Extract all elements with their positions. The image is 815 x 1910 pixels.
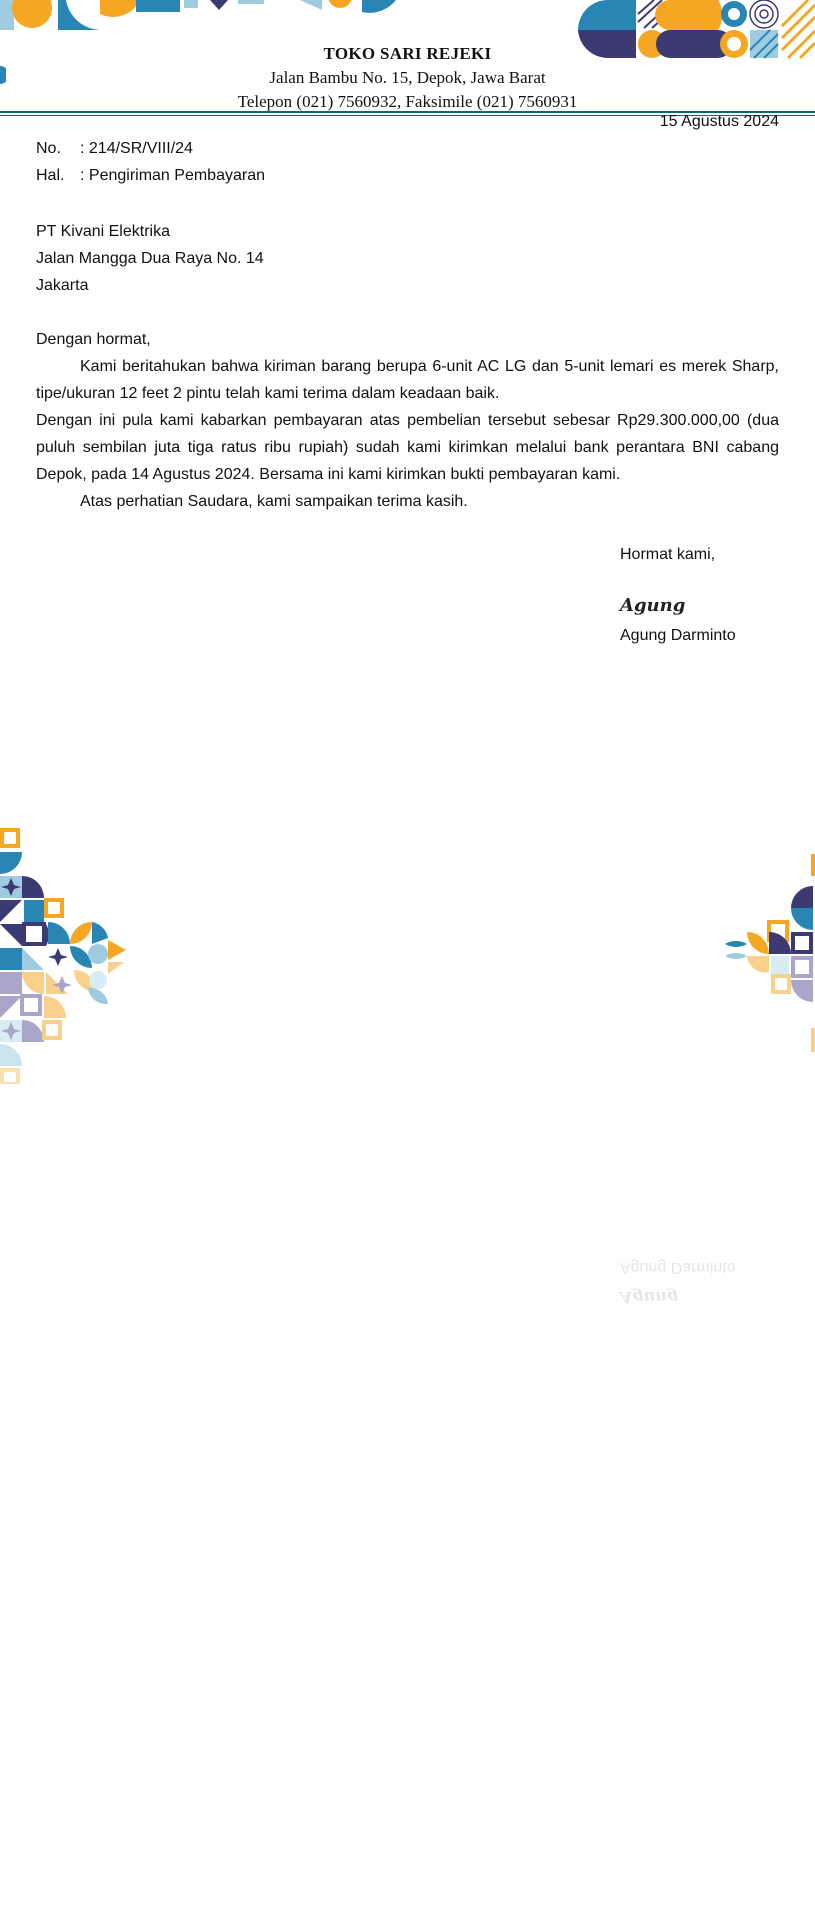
- letter-subject: Hal. : Pengiriman Pembayaran: [36, 167, 265, 185]
- number-label: No.: [36, 140, 61, 157]
- subject-value: : Pengiriman Pembayaran: [80, 167, 265, 184]
- recipient-name: PT Kivani Elektrika: [36, 223, 170, 240]
- recipient-street: Jalan Mangga Dua Raya No. 14: [36, 250, 264, 267]
- letter-date: 15 Agustus 2024: [659, 113, 779, 130]
- side-decoration-right: [725, 852, 815, 1062]
- signature: Agung: [620, 595, 686, 616]
- paragraph-3: Atas perhatian Saudara, kami sampaikan t…: [80, 493, 468, 510]
- paragraph-2: Dengan ini pula kami kabarkan pembayaran…: [36, 412, 779, 483]
- header-decoration-left: [0, 0, 420, 32]
- company-address: Jalan Bambu No. 15, Depok, Jawa Barat: [269, 68, 546, 87]
- ghost-signer-name: Agung Darminto: [620, 1259, 736, 1276]
- letter-number: No. : 214/SR/VIII/24: [36, 140, 193, 158]
- edge-mark: [0, 66, 6, 84]
- company-contact: Telepon (021) 7560932, Faksimile (021) 7…: [237, 92, 578, 111]
- letterhead-rule: [0, 111, 815, 113]
- side-decoration-left: [0, 828, 130, 1084]
- salutation: Dengan hormat,: [36, 331, 151, 348]
- ghost-signature: Agung: [620, 1288, 679, 1307]
- closing-greeting: Hormat kami,: [620, 546, 716, 563]
- subject-label: Hal.: [36, 167, 65, 184]
- header-decoration-right: [578, 0, 815, 60]
- signer-name: Agung Darminto: [620, 627, 736, 644]
- letter-body: Dengan hormat, Kami beritahukan bahwa ki…: [36, 326, 779, 515]
- letterhead-rule-thin: [0, 115, 815, 116]
- number-value: : 214/SR/VIII/24: [80, 140, 193, 157]
- recipient-city: Jakarta: [36, 277, 89, 294]
- company-name: TOKO SARI REJEKI: [323, 44, 492, 63]
- recipient-block: PT Kivani Elektrika Jalan Mangga Dua Ray…: [36, 218, 264, 299]
- paragraph-1: Kami beritahukan bahwa kiriman barang be…: [36, 358, 779, 402]
